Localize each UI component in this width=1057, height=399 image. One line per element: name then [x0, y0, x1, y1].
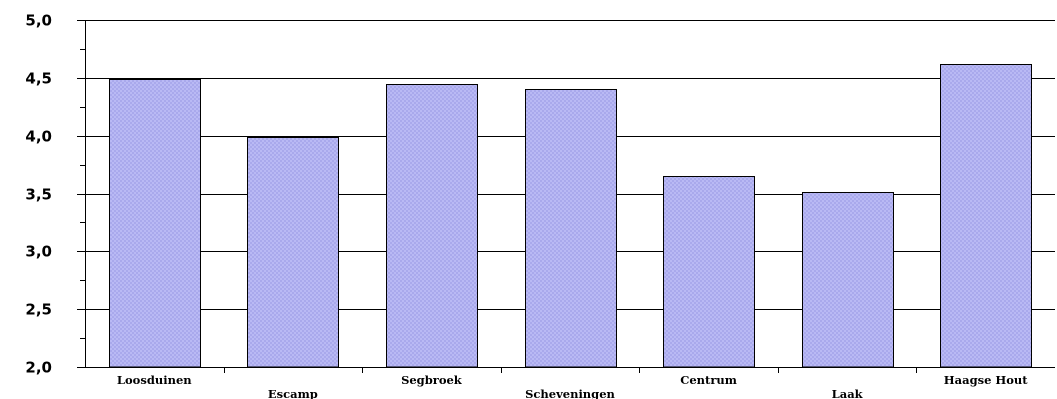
y-tick-label: 2,0	[25, 359, 52, 377]
x-tick-label: Haagse Hout	[944, 373, 1029, 387]
bars	[109, 64, 1032, 368]
bar-laak	[802, 192, 894, 368]
x-tick-label: Segbroek	[401, 373, 463, 387]
bar-scheveningen	[525, 89, 617, 368]
bar-centrum	[663, 176, 755, 368]
x-tick-label: Loosduinen	[117, 373, 192, 387]
y-tick-labels: 2,0 2,5 3,0 3,5 4,0 4,5 5,0	[25, 12, 52, 377]
y-tick-label: 3,5	[25, 186, 52, 204]
bar-haagse-hout	[940, 64, 1032, 368]
x-tick-label: Scheveningen	[525, 387, 615, 399]
axes	[77, 20, 1055, 373]
bar-escamp	[247, 137, 339, 368]
y-tick-label: 4,5	[25, 70, 52, 88]
x-tick-label: Escamp	[268, 387, 318, 399]
y-tick-label: 5,0	[25, 12, 52, 30]
bar-loosduinen	[109, 79, 201, 368]
y-tick-label: 3,0	[25, 243, 52, 261]
bar-segbroek	[386, 84, 478, 368]
y-tick-label: 2,5	[25, 301, 52, 319]
y-tick-label: 4,0	[25, 128, 52, 146]
x-tick-label: Centrum	[680, 373, 737, 387]
x-tick-label: Laak	[832, 387, 864, 399]
x-tick-labels: Loosduinen Escamp Segbroek Scheveningen Cent…	[117, 373, 1028, 399]
